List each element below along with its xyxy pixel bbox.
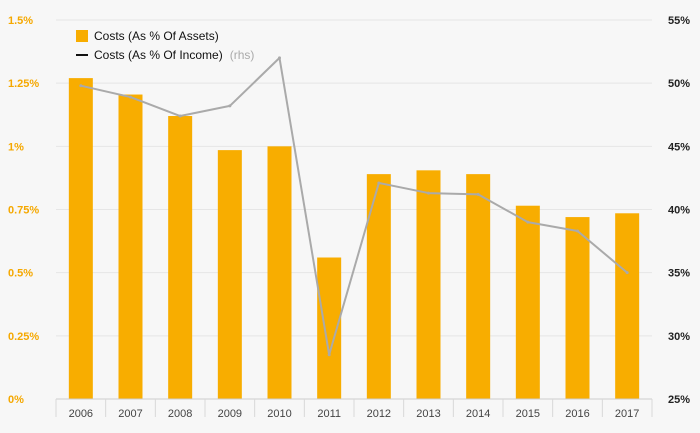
y-right-tick-label: 45% xyxy=(668,141,690,153)
y-right-tick-label: 50% xyxy=(668,78,690,90)
line-point-2016 xyxy=(576,229,579,233)
x-tick-label: 2015 xyxy=(516,408,540,420)
x-tick-label: 2016 xyxy=(565,408,589,420)
bar-2009 xyxy=(217,150,242,399)
bar-series xyxy=(68,78,640,399)
y-left-tick-label: 0.5% xyxy=(8,268,33,280)
line-point-2012 xyxy=(377,181,381,185)
y-left-tick-label: 0% xyxy=(8,394,24,406)
x-tick-label: 2017 xyxy=(615,408,639,420)
line-point-2013 xyxy=(427,191,430,195)
y-left-tick-label: 1.5% xyxy=(8,15,33,27)
line-point-2006 xyxy=(79,84,83,88)
line-point-2017 xyxy=(625,271,629,275)
bar-2015 xyxy=(515,205,540,399)
x-tick-label: 2009 xyxy=(218,408,242,420)
x-tick-label: 2011 xyxy=(317,408,341,420)
y-right-tick-label: 35% xyxy=(668,268,690,280)
y-left-tick-label: 1.25% xyxy=(8,78,39,90)
bar-2006 xyxy=(68,78,93,399)
y-right-tick-label: 25% xyxy=(668,394,690,406)
bar-2013 xyxy=(416,170,441,399)
axes: 0% 0.25% 0.5% 0.75% 1% 1.25% 1.5% 25% 30% 35% 40% 4… xyxy=(8,15,690,420)
x-tick-label: 2013 xyxy=(416,408,440,420)
legend: Costs (As % Of Assets) Costs (As % Of In… xyxy=(76,29,254,63)
bar-2008 xyxy=(168,116,193,399)
y-right-tick-label: 40% xyxy=(668,205,690,217)
y-right-tick-label: 55% xyxy=(668,15,690,27)
line-point-2014 xyxy=(476,192,480,196)
line-point-2011 xyxy=(327,353,331,357)
x-tick-label: 2012 xyxy=(367,408,391,420)
x-tick-label: 2007 xyxy=(118,408,142,420)
line-point-2007 xyxy=(129,95,132,99)
y-left-tick-label: 0.25% xyxy=(8,331,39,343)
income-line xyxy=(80,56,628,356)
bar-2014 xyxy=(466,174,491,399)
y-left-tick-label: 1% xyxy=(8,141,24,153)
bar-2012 xyxy=(366,174,391,399)
legend-swatch-bar xyxy=(76,30,88,42)
line-point-2008 xyxy=(178,114,182,118)
line-point-2015 xyxy=(526,220,530,224)
x-tick-label: 2014 xyxy=(466,408,490,420)
y-right-tick-label: 30% xyxy=(668,331,690,343)
y-left-tick-label: 0.75% xyxy=(8,205,39,217)
legend-label-rhs-note: (rhs) xyxy=(230,48,255,62)
legend-label-assets: Costs (As % Of Assets) xyxy=(94,29,219,43)
x-tick-label: 2008 xyxy=(168,408,192,420)
line-point-2010 xyxy=(278,56,281,60)
x-tick-label: 2006 xyxy=(69,408,93,420)
bar-2007 xyxy=(118,94,143,399)
legend-label-income-text: Costs (As % Of Income) xyxy=(94,48,223,62)
bar-2017 xyxy=(615,213,640,399)
gridlines xyxy=(56,19,652,400)
bar-2010 xyxy=(267,146,292,399)
line-series xyxy=(79,56,629,357)
bar-2016 xyxy=(565,217,590,399)
legend-label-income: Costs (As % Of Income) (rhs) xyxy=(94,46,254,63)
line-point-2009 xyxy=(228,104,232,108)
x-tick-label: 2010 xyxy=(267,408,291,420)
